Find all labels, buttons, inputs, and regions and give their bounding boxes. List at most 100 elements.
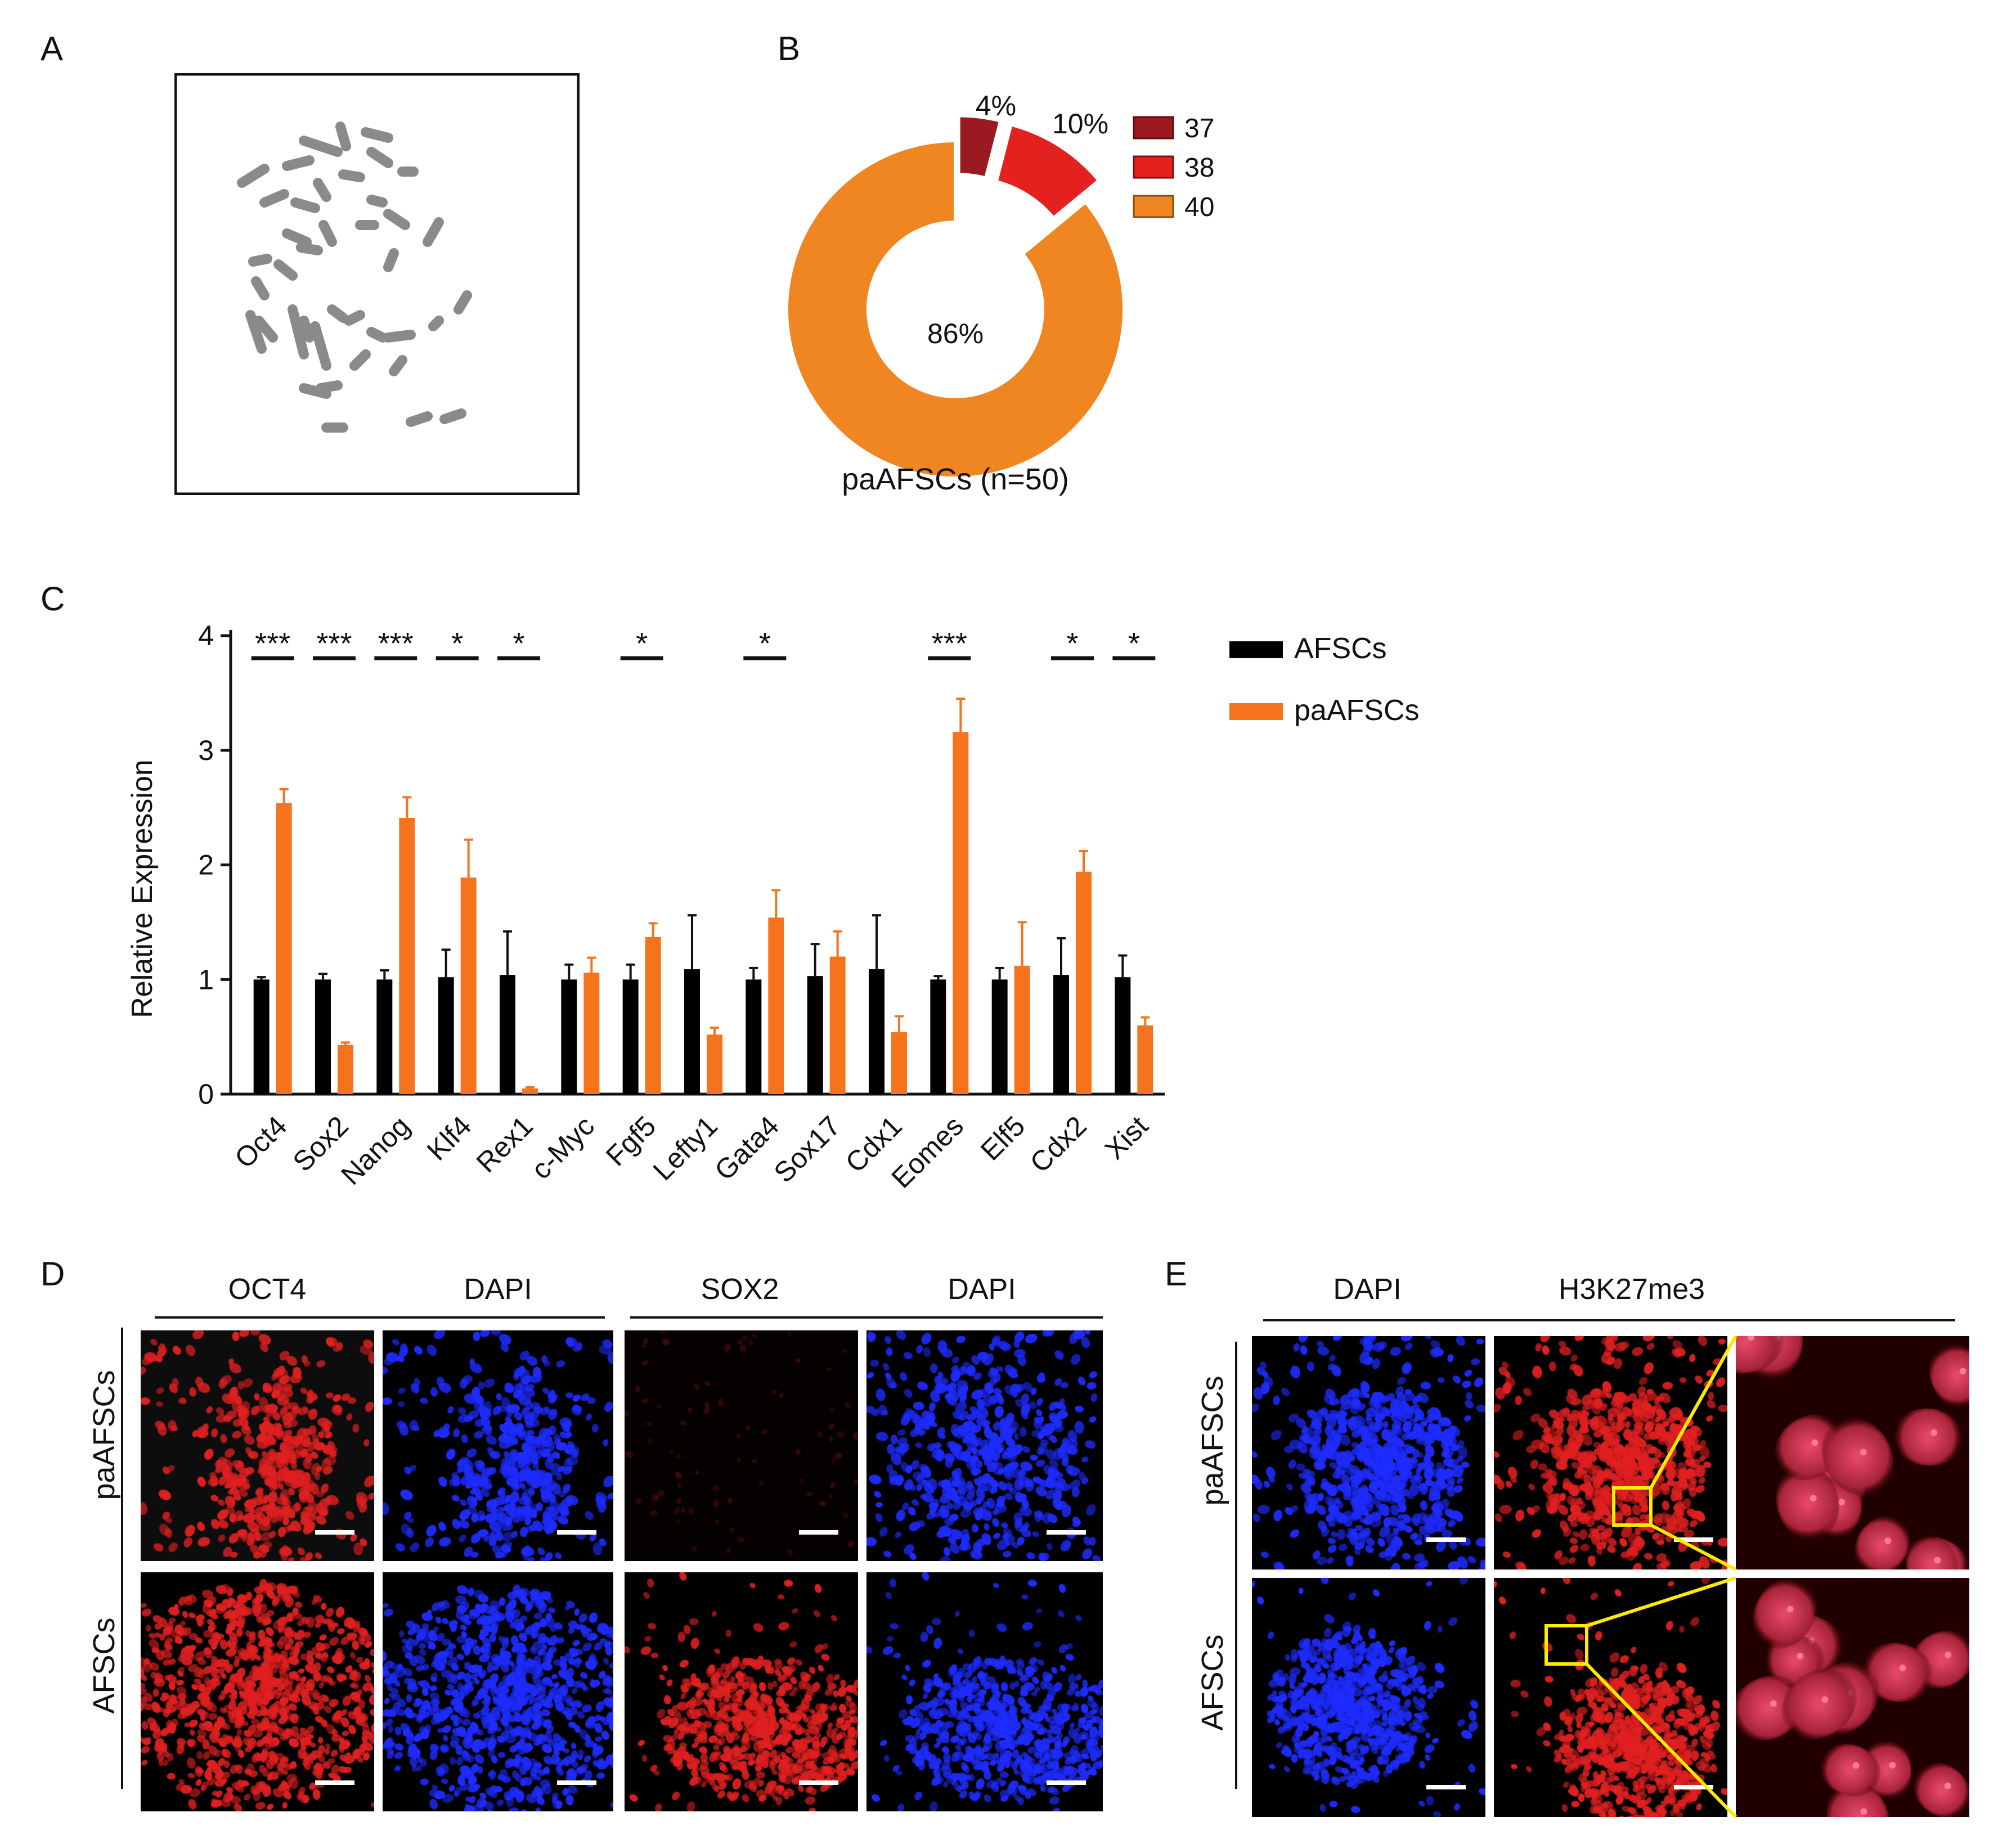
bar-paAFSCs-Elf5 [1014,965,1030,1094]
chromosome [282,228,312,247]
chromosome [439,408,466,424]
bar-paAFSCs-Eomes [953,732,969,1094]
chromosome [335,122,351,151]
chromosome [406,411,433,427]
d-afscs-dapi2-image [866,1572,1103,1811]
bar-paAFSCs-c-Myc [583,973,600,1094]
bar-paAFSCs-Sox17 [829,956,846,1094]
panel-label-b: B [778,30,801,68]
chromosome [423,217,444,247]
significance-mark: *** [255,627,290,660]
x-tick-label: Klf4 [421,1110,478,1167]
bar-AFSCs-Elf5 [991,979,1008,1094]
significance-mark: *** [316,627,352,660]
bar-paAFSCs-Sox2 [338,1045,353,1094]
bar-AFSCs-Sox2 [315,979,331,1094]
significance-mark: *** [932,627,967,660]
chromosome [245,310,267,354]
chromosome [299,316,315,343]
chromosome [273,259,298,281]
pie-legend: 37 38 40 [1133,114,1214,222]
x-tick-label: c-Myc [525,1110,600,1185]
bar-AFSCs-Xist [1115,977,1131,1094]
chromosome [338,169,365,182]
e-afscs-dapi-image [1252,1578,1485,1817]
panel-label-e: E [1165,1255,1188,1293]
x-tick-label: Oct4 [228,1110,293,1174]
x-tick-label: Gata4 [708,1110,785,1186]
y-tick-label: 2 [198,849,214,881]
chromosome [259,189,289,208]
e-row-afscs: AFSCs [1196,1634,1229,1731]
chromosome [327,304,348,323]
pie-slice-37 [957,114,1003,181]
chromosome [316,380,343,393]
d-row-paafscs: paAFSCs [87,1370,121,1500]
bar-AFSCs-Eomes [930,979,946,1094]
significance-mark: * [451,627,463,660]
d-afscs-oct4-image [141,1572,374,1811]
chromosome [313,178,331,202]
d-header-line-2 [630,1316,1103,1319]
bar-AFSCs-Oct4 [253,979,270,1094]
e-paafscs-h3k27me3-image [1494,1336,1727,1569]
bar-paAFSCs-Fgf5 [645,937,661,1094]
bar-AFSCs-c-Myc [561,979,577,1094]
legend-swatch-40 [1133,195,1174,218]
d-paafscs-dapi-image [383,1330,613,1561]
d-header-dapi-2: DAPI [948,1273,1016,1306]
significance-mark: * [636,627,648,660]
y-axis-label: Relative Expression [126,759,159,1018]
bar-AFSCs-Rex1 [500,975,515,1094]
bar-legend: AFSCs paAFSCs [1229,632,1420,727]
d-header-sox2: SOX2 [701,1273,779,1306]
legend-label-37: 37 [1184,114,1214,143]
e-paafscs-zoom-image [1736,1336,1969,1569]
bar-AFSCs-Cdx1 [869,969,884,1094]
legend-swatch-37 [1133,116,1174,140]
d-paafscs-oct4-image [141,1330,374,1561]
chromosome [428,316,444,331]
significance-mark: * [513,627,524,660]
e-header-line [1263,1319,1955,1321]
bar-paAFSCs-Rex1 [522,1088,538,1094]
bar-paAFSCs-Xist [1137,1025,1153,1094]
x-tick-label: Lefty1 [647,1110,724,1186]
e-header-h3k27me3: H3K27me3 [1558,1273,1705,1306]
chromosome [389,355,407,376]
e-header-dapi: DAPI [1333,1273,1402,1306]
legend-label-paafscs: paAFSCs [1294,694,1420,727]
bar-AFSCs-Lefty1 [684,969,700,1094]
donut-title: paAFSCs (n=50) [842,462,1069,496]
legend-label-40: 40 [1184,192,1214,222]
bar-AFSCs-Fgf5 [622,979,639,1094]
d-row-line [121,1328,123,1789]
chromosome [290,197,320,213]
bar-paAFSCs-Cdx2 [1076,871,1092,1094]
chromosome [344,310,365,326]
bar-AFSCs-Gata4 [746,979,762,1094]
karyotype-donut-chart: 4% 10% 86% 37 38 40 paAFSCs (n=50) [785,90,1214,496]
chromosome [454,290,472,314]
bar-paAFSCs-Oct4 [276,803,292,1094]
legend-label-38: 38 [1184,153,1214,183]
bar-paAFSCs-Nanog [399,817,415,1094]
panel-label-c: C [41,580,65,618]
e-paafscs-dapi-image [1252,1336,1485,1569]
chromosome [237,164,270,188]
chromosome [366,327,388,343]
panel-label-a: A [41,30,64,68]
chromosome [296,242,323,255]
d-paafscs-dapi2-image [866,1330,1103,1561]
e-row-paafscs: paAFSCs [1196,1375,1229,1506]
chromosome [383,248,399,272]
pie-label-37: 4% [976,90,1016,122]
y-tick-label: 0 [198,1078,214,1110]
chromosome [288,304,309,359]
chromosome [366,147,393,168]
bar-paAFSCs-Gata4 [768,918,784,1094]
bar-paAFSCs-Klf4 [460,877,477,1094]
d-afscs-sox2-image [625,1572,858,1811]
x-tick-label: Xist [1099,1110,1155,1166]
